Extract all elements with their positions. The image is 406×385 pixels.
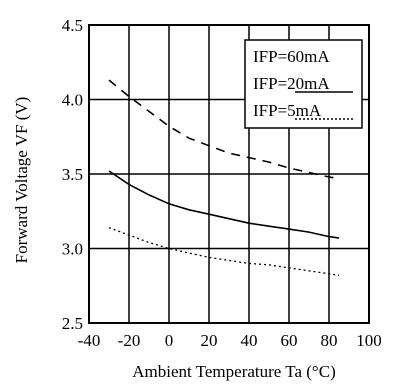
x-axis-label: Ambient Temperature Ta (°C): [132, 362, 335, 381]
x-tick-label: 20: [201, 331, 218, 350]
x-tick-label: 40: [241, 331, 258, 350]
series-line-3: [108, 226, 340, 276]
legend-box: [244, 39, 363, 129]
y-tick-label: 4.5: [62, 16, 83, 35]
legend-entry-1: IFP=60mA: [253, 47, 330, 66]
series-line-2: [108, 170, 340, 239]
x-tick-labels: -40 -20 0 20 40 60 80 100: [78, 331, 382, 350]
x-tick-label: -40: [78, 331, 101, 350]
plot-frame: [88, 24, 370, 324]
x-tick-label: -20: [118, 331, 141, 350]
legend: IFP=60mA IFP=20mA IFP=5mA: [244, 39, 363, 129]
x-tick-label: 60: [281, 331, 298, 350]
x-tick-label: 0: [165, 331, 174, 350]
x-tick-label: 100: [356, 331, 382, 350]
series-line-1: [108, 79, 340, 180]
y-tick-label: 3.5: [62, 165, 83, 184]
y-tick-label: 2.5: [62, 314, 83, 333]
y-tick-label: 4.0: [62, 91, 83, 110]
y-axis-label: Forward Voltage VF (V): [12, 97, 31, 264]
legend-entry-3: IFP=5mA: [253, 101, 322, 120]
y-tick-labels: 2.5 3.0 3.5 4.0 4.5: [62, 16, 83, 333]
x-tick-label: 80: [321, 331, 338, 350]
legend-entry-2: IFP=20mA: [253, 74, 330, 93]
series-layer: [108, 79, 340, 276]
y-tick-label: 3.0: [62, 240, 83, 259]
